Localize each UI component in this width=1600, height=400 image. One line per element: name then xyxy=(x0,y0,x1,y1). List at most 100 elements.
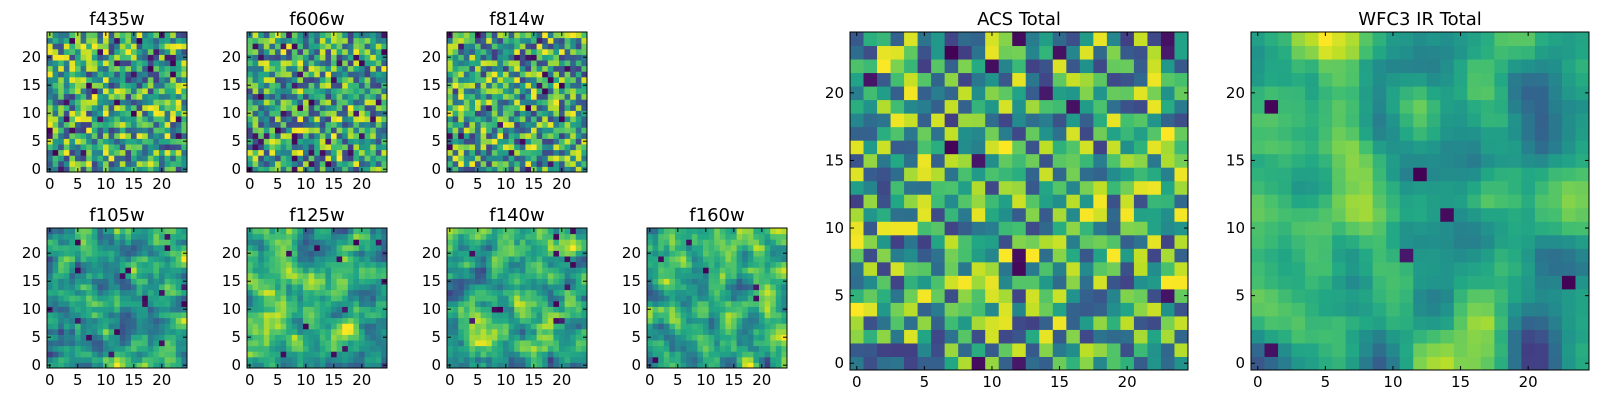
heatmap-cell xyxy=(314,138,321,145)
heatmap-cell xyxy=(159,71,166,78)
heatmap-cell xyxy=(69,284,76,291)
heatmap-cell xyxy=(747,345,754,352)
heatmap-cell xyxy=(1133,234,1148,249)
heatmap-cell xyxy=(781,328,788,335)
heatmap-cell xyxy=(370,127,377,134)
heatmap-cell xyxy=(364,132,371,139)
heatmap-cell xyxy=(475,340,482,347)
heatmap-cell xyxy=(291,295,298,302)
heatmap-cell xyxy=(753,239,760,246)
heatmap-cell xyxy=(131,261,138,268)
heatmap-cell xyxy=(175,334,182,341)
heatmap-cell xyxy=(142,272,149,279)
heatmap-cell xyxy=(469,43,476,50)
heatmap-cell xyxy=(153,233,160,240)
heatmap-cell xyxy=(375,132,382,139)
heatmap-cell xyxy=(508,256,515,263)
heatmap-cell xyxy=(1133,342,1148,357)
heatmap-cell xyxy=(458,54,465,61)
heatmap-cell xyxy=(514,37,521,44)
heatmap-cell xyxy=(747,228,754,235)
heatmap-cell xyxy=(297,228,304,235)
heatmap-cell xyxy=(347,104,354,111)
heatmap-cell xyxy=(469,289,476,296)
heatmap-cell xyxy=(142,32,149,39)
heatmap-cell xyxy=(114,99,121,106)
heatmap-cell xyxy=(136,250,143,257)
heatmap-cell xyxy=(759,345,766,352)
heatmap-cell xyxy=(747,244,754,251)
heatmap-cell xyxy=(764,300,771,307)
x-tick-label: 20 xyxy=(552,175,571,193)
heatmap-cell xyxy=(75,356,82,363)
heatmap-cell xyxy=(564,261,571,268)
heatmap-cell xyxy=(381,160,388,167)
heatmap-cell xyxy=(153,60,160,67)
heatmap-cell xyxy=(136,160,143,167)
heatmap-cell xyxy=(375,65,382,72)
heatmap-cell xyxy=(58,345,65,352)
heatmap-cell xyxy=(564,356,571,363)
heatmap-cell xyxy=(564,278,571,285)
heatmap-cell xyxy=(252,54,259,61)
heatmap-cell xyxy=(536,300,543,307)
heatmap-cell xyxy=(480,317,487,324)
heatmap-cell xyxy=(525,295,532,302)
heatmap-cell xyxy=(131,121,138,128)
heatmap-cell xyxy=(519,334,526,341)
heatmap-cell xyxy=(258,76,265,83)
heatmap-cell xyxy=(47,43,54,50)
heatmap-cell xyxy=(958,356,973,371)
heatmap-cell xyxy=(491,284,498,291)
heatmap-cell xyxy=(131,272,138,279)
heatmap-cell xyxy=(359,116,366,123)
heatmap-cell xyxy=(1147,275,1162,290)
heatmap-cell xyxy=(325,295,332,302)
heatmap-cell xyxy=(725,289,732,296)
heatmap-cell xyxy=(1025,275,1040,290)
heatmap-cell xyxy=(52,99,59,106)
heatmap-cell xyxy=(458,228,465,235)
heatmap-cell xyxy=(542,295,549,302)
heatmap-cell xyxy=(319,356,326,363)
heatmap-cell xyxy=(553,166,560,173)
heatmap-cell xyxy=(570,328,577,335)
heatmap-cell xyxy=(531,239,538,246)
heatmap-cell xyxy=(850,275,865,290)
heatmap-cell xyxy=(531,261,538,268)
heatmap-cell xyxy=(458,60,465,67)
heatmap-cell xyxy=(119,233,126,240)
heatmap-cell xyxy=(364,93,371,100)
heatmap-cell xyxy=(753,300,760,307)
heatmap-cell xyxy=(269,228,276,235)
heatmap-cell xyxy=(308,149,315,156)
heatmap-cell xyxy=(503,356,510,363)
heatmap-cell xyxy=(463,261,470,268)
heatmap-cell xyxy=(1120,248,1135,263)
y-tick-label: 5 xyxy=(431,132,441,150)
heatmap-cell xyxy=(252,345,259,352)
heatmap-cell xyxy=(252,362,259,369)
heatmap-cell xyxy=(131,76,138,83)
heatmap-cell xyxy=(931,180,946,195)
heatmap-cell xyxy=(342,149,349,156)
heatmap-cell xyxy=(452,116,459,123)
heatmap-cell xyxy=(52,362,59,369)
heatmap-cell xyxy=(291,278,298,285)
heatmap-cell xyxy=(542,121,549,128)
heatmap-cell xyxy=(764,345,771,352)
heatmap-cell xyxy=(497,306,504,313)
heatmap-cell xyxy=(531,127,538,134)
heatmap-cell xyxy=(119,362,126,369)
heatmap-cell xyxy=(319,323,326,330)
heatmap-cell xyxy=(553,272,560,279)
heatmap-cell xyxy=(931,356,946,371)
heatmap-cell xyxy=(491,166,498,173)
heatmap-cell xyxy=(353,160,360,167)
heatmap-cell xyxy=(252,244,259,251)
heatmap-cell xyxy=(759,244,766,251)
heatmap-cell xyxy=(998,207,1013,222)
heatmap-cell xyxy=(863,288,878,303)
heatmap-cell xyxy=(269,82,276,89)
heatmap-cell xyxy=(731,317,738,324)
